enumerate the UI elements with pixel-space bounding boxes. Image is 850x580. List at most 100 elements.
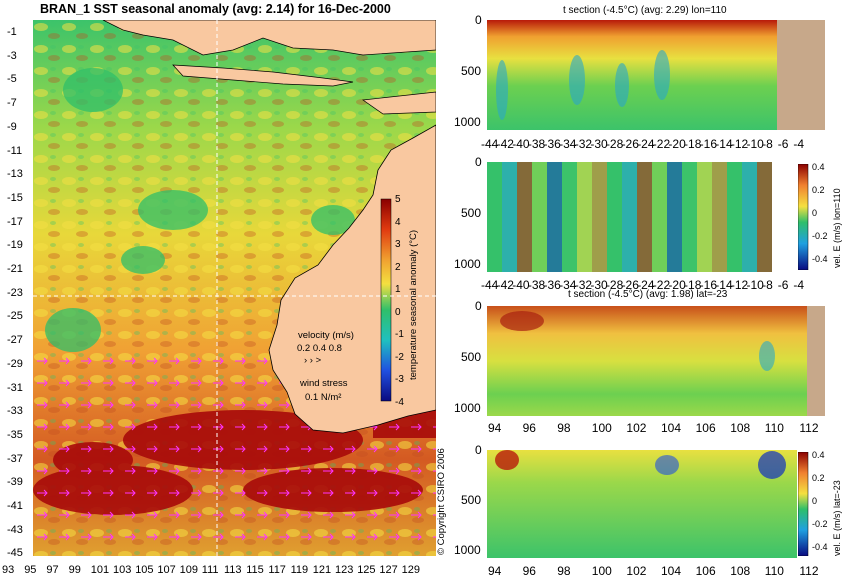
- panel-4-section[interactable]: [487, 450, 797, 558]
- colorbar-tick-label: 4: [395, 216, 401, 228]
- velocity-stripe: [646, 162, 649, 272]
- velocity-stripe: [739, 162, 742, 272]
- panel-x-tick-label: -14: [715, 278, 733, 292]
- lat-tick-label: -13: [7, 168, 23, 181]
- velocity-stripe: [529, 162, 532, 272]
- lat-tick-label: -41: [7, 500, 23, 512]
- panel-4-colorbar-label: vel. E (m/s) lat=-23: [832, 480, 842, 556]
- panel-x-tick-label: -14: [715, 137, 733, 151]
- panel-x-tick-label: -24: [637, 278, 655, 292]
- lat-tick-label: -9: [7, 120, 17, 133]
- panel-x-tick-label: -22: [652, 278, 671, 292]
- depth-tick-label: 500: [461, 206, 482, 220]
- lon-tick-label: 105: [135, 564, 154, 576]
- map-title: BRAN_1 SST seasonal anomaly (avg: 2.14) …: [40, 2, 391, 16]
- panel-x-tick-label: 104: [661, 421, 682, 435]
- velocity-stripe: [709, 162, 712, 272]
- panel-2-colorbar-label: vel. E (m/s) lon=110: [832, 188, 842, 268]
- velocity-stripe: [583, 162, 586, 272]
- lat-tick-label: -11: [7, 144, 23, 157]
- velocity-stripe: [586, 162, 589, 272]
- panel-x-tick-label: -36: [543, 278, 561, 292]
- velocity-stripe: [577, 162, 580, 272]
- velocity-stripe: [508, 162, 511, 272]
- panel-x-tick-label: -30: [590, 137, 608, 151]
- velocity-stripe: [562, 162, 565, 272]
- velocity-stripe: [616, 162, 619, 272]
- velocity-stripe: [682, 162, 685, 272]
- depth-tick-label: 0: [475, 13, 482, 27]
- velocity-stripe: [526, 162, 529, 272]
- panel-2-colorbar: [798, 164, 809, 270]
- colorbar-tick-label: -0.2: [812, 231, 828, 241]
- panel-x-tick-label: -10: [746, 278, 764, 292]
- lon-tick-label: 127: [379, 564, 398, 576]
- velocity-stripe: [604, 162, 607, 272]
- depth-tick-label: 0: [475, 443, 482, 457]
- colorbar-tick-label: 0.4: [812, 450, 825, 460]
- depth-tick-label: 1000: [454, 543, 481, 557]
- panel-x-tick-label: -18: [684, 278, 702, 292]
- panel-2-section[interactable]: [487, 162, 797, 272]
- velocity-legend-title: velocity (m/s): [298, 330, 354, 341]
- velocity-stripe: [622, 162, 625, 272]
- lat-tick-label: -33: [7, 405, 23, 418]
- lon-tick-label: 113: [224, 564, 242, 576]
- lat-tick-label: -17: [7, 215, 23, 228]
- lon-tick-label: 93: [2, 564, 15, 576]
- velocity-stripe: [520, 162, 523, 272]
- panel-4-colorbar: [798, 452, 809, 556]
- panel-x-tick-label: 106: [695, 564, 716, 578]
- lat-tick-label: -37: [7, 452, 23, 465]
- velocity-stripe: [643, 162, 646, 272]
- velocity-stripe: [697, 162, 700, 272]
- wind-legend-title: wind stress: [300, 378, 348, 389]
- velocity-stripe: [766, 162, 769, 272]
- velocity-stripe: [679, 162, 682, 272]
- velocity-stripe: [619, 162, 622, 272]
- panel-x-tick-label: -38: [527, 137, 546, 151]
- velocity-stripe: [565, 162, 568, 272]
- lat-tick-label: -7: [7, 97, 17, 110]
- velocity-stripe: [568, 162, 571, 272]
- panel-x-tick-label: -6: [777, 278, 789, 292]
- panel-3-section[interactable]: [487, 306, 825, 416]
- colorbar-tick-label: -4: [395, 396, 404, 408]
- velocity-stripe: [556, 162, 559, 272]
- velocity-stripe: [664, 162, 667, 272]
- panel-x-tick-label: -4: [793, 278, 805, 292]
- panel-1-section[interactable]: [487, 20, 825, 130]
- panel-x-tick-label: -38: [527, 278, 546, 292]
- velocity-stripe: [523, 162, 526, 272]
- velocity-stripe: [673, 162, 676, 272]
- panel-x-tick-label: -44: [481, 137, 499, 151]
- wind-legend-value: 0.1 N/m²: [305, 392, 342, 403]
- panel-x-tick-label: 100: [591, 421, 612, 435]
- lon-tick-label: 123: [335, 564, 354, 576]
- panel-x-tick-label: -26: [621, 278, 639, 292]
- velocity-stripe: [601, 162, 604, 272]
- velocity-stripe: [649, 162, 652, 272]
- lat-tick-label: -3: [7, 49, 17, 62]
- lat-tick-label: -43: [7, 523, 23, 536]
- copyright-text: © Copyright CSIRO 2006: [436, 448, 447, 555]
- sst-anomaly-map[interactable]: [33, 20, 436, 556]
- velocity-stripe: [694, 162, 697, 272]
- lon-tick-label: 121: [312, 564, 332, 576]
- velocity-stripe: [547, 162, 550, 272]
- colorbar-tick-label: 5: [395, 194, 401, 205]
- velocity-stripe: [517, 162, 520, 272]
- velocity-stripe: [559, 162, 562, 272]
- colorbar-tick-label: -0.4: [812, 254, 828, 264]
- velocity-stripe: [658, 162, 661, 272]
- panel-x-tick-label: -20: [668, 137, 686, 151]
- lon-tick-label: 99: [68, 564, 81, 576]
- lon-tick-label: 115: [246, 564, 264, 576]
- velocity-stripe: [598, 162, 601, 272]
- panel-x-tick-label: -10: [746, 137, 764, 151]
- lon-tick-label: 95: [24, 564, 37, 576]
- panel-x-tick-label: -32: [574, 278, 593, 292]
- colorbar-tick-label: -0.4: [812, 542, 828, 552]
- colorbar-tick-label: 2: [395, 261, 401, 273]
- depth-tick-label: 500: [461, 493, 482, 507]
